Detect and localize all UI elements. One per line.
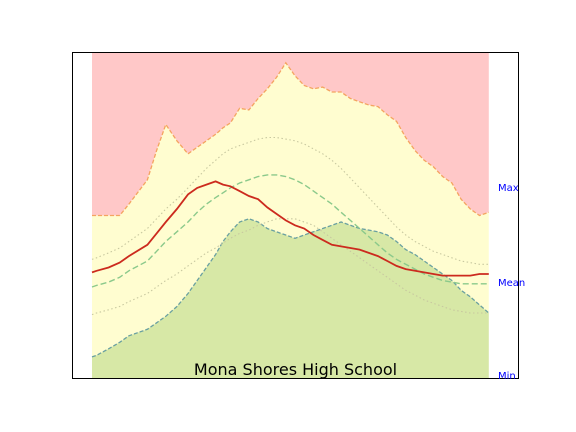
right-label-mean: Mean — [498, 278, 525, 289]
chart-title: Mona Shores High School — [194, 360, 397, 379]
right-label-min: Min — [498, 371, 516, 382]
right-label-max: Max — [498, 183, 519, 194]
plot-area — [92, 53, 489, 378]
